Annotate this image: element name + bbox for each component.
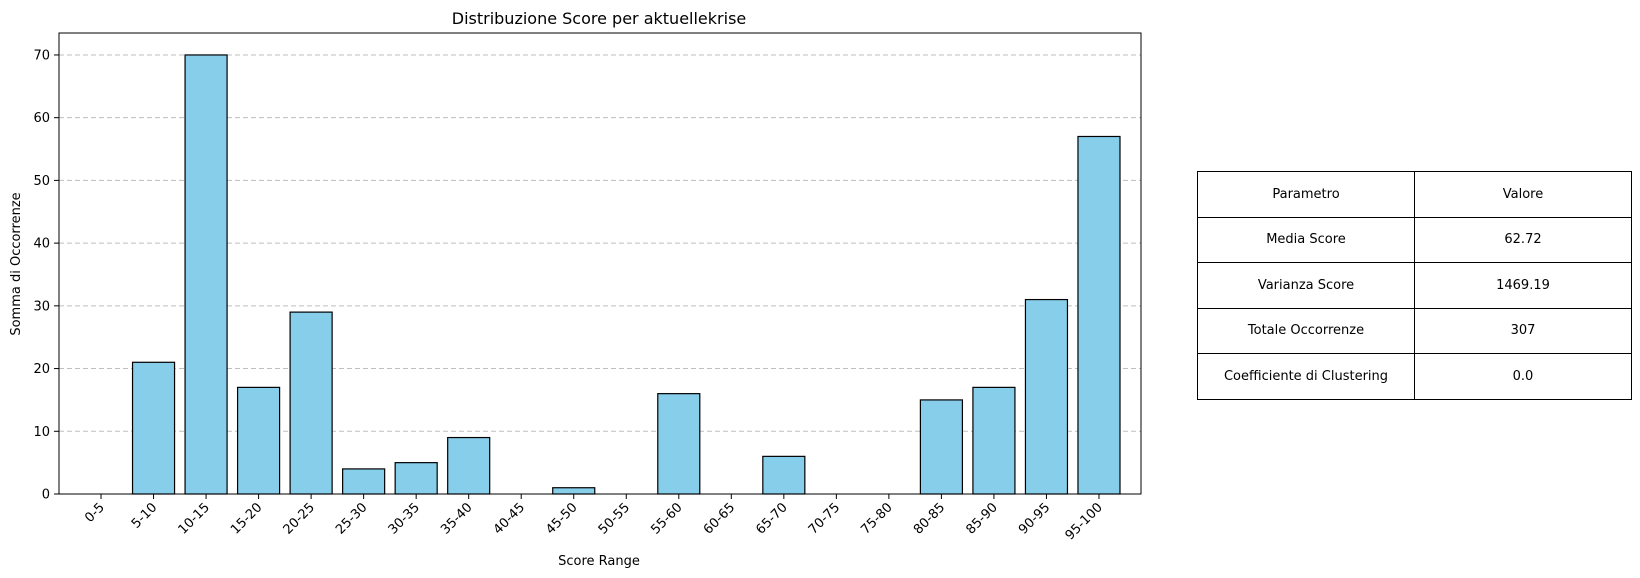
bar (394, 462, 438, 495)
x-tick-label: 45-50 (543, 500, 580, 537)
table-cell-param: Totale Occorrenze (1197, 307, 1415, 354)
x-tick-label: 20-25 (281, 500, 318, 537)
table-cell-value: 307 (1414, 307, 1632, 354)
x-tick-label: 80-85 (911, 500, 948, 537)
x-tick-label: 25-30 (333, 500, 370, 537)
y-tick-label: 10 (33, 425, 50, 440)
x-tick-label: 10-15 (176, 500, 213, 537)
y-tick-label: 60 (33, 111, 50, 126)
x-tick-label: 85-90 (963, 500, 1000, 537)
y-axis: 0 10 20 30 40 50 60 70 (33, 48, 59, 503)
y-tick-label: 20 (33, 362, 50, 377)
x-tick-label: 50-55 (596, 500, 633, 537)
x-tick-label: 60-65 (701, 500, 738, 537)
table-cell-param: Varianza Score (1197, 262, 1415, 309)
bar (342, 468, 386, 495)
bar (289, 311, 333, 495)
x-tick-label: 55-60 (648, 500, 685, 537)
y-tick-label: 30 (33, 299, 50, 314)
table-header-cell: Parametro (1197, 171, 1415, 218)
table-row: Varianza Score 1469.19 (1197, 262, 1632, 309)
x-tick-label: 5-10 (129, 500, 160, 531)
x-tick-label: 40-45 (491, 500, 528, 537)
table-row: Media Score 62.72 (1197, 216, 1632, 263)
x-tick-label: 70-75 (806, 500, 843, 537)
bar (1024, 298, 1069, 495)
chart-title: Distribuzione Score per aktuellekrise (452, 9, 747, 28)
bar (762, 455, 806, 495)
stats-table: Parametro Valore Media Score 62.72 Varia… (1197, 171, 1632, 400)
x-tick-label: 30-35 (386, 500, 423, 537)
bar (236, 386, 281, 495)
x-tick-label: 15-20 (228, 500, 265, 537)
table-cell-value: 0.0 (1414, 353, 1632, 400)
x-tick-label: 35-40 (438, 500, 475, 537)
x-tick-label: 90-95 (1016, 500, 1053, 537)
x-tick-label: 95-100 (1063, 500, 1106, 543)
x-axis-label: Score Range (558, 554, 640, 569)
y-tick-label: 0 (42, 488, 50, 503)
table-row: Totale Occorrenze 307 (1197, 307, 1632, 354)
x-tick-label: 75-80 (858, 500, 895, 537)
bars (131, 54, 1121, 495)
bar (184, 54, 228, 495)
bar (657, 393, 701, 495)
y-axis-label: Somma di Occorrenze (9, 192, 24, 335)
table-cell-value: 1469.19 (1414, 262, 1632, 309)
table-header-row: Parametro Valore (1197, 171, 1632, 218)
y-tick-label: 70 (33, 48, 50, 63)
bar (447, 436, 491, 495)
table-cell-value: 62.72 (1414, 216, 1632, 263)
x-tick-label: 65-70 (753, 500, 790, 537)
bar (131, 361, 176, 495)
bar (972, 386, 1016, 495)
table-cell-param: Coefficiente di Clustering (1197, 353, 1415, 400)
table-header-cell: Valore (1414, 171, 1632, 218)
x-axis: 0-5 5-10 10-15 15-20 20-25 25-30 30-35 35-40 40-… (82, 494, 1106, 543)
y-tick-label: 50 (33, 174, 50, 189)
table-cell-param: Media Score (1197, 216, 1415, 263)
bar (1077, 135, 1121, 495)
plot-frame (58, 32, 1142, 495)
table-row: Coefficiente di Clustering 0.0 (1197, 353, 1632, 400)
y-tick-label: 40 (33, 237, 50, 252)
bar (919, 399, 964, 495)
bar (552, 487, 596, 495)
x-tick-label: 0-5 (82, 500, 108, 526)
